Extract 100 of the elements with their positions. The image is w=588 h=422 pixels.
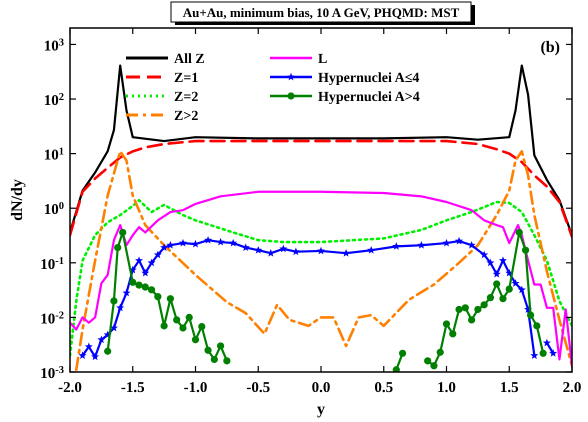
point — [148, 286, 156, 294]
point — [468, 316, 476, 324]
point — [279, 244, 288, 252]
y-tick-label: 10$^{-2}$ — [40, 310, 64, 328]
point — [91, 352, 100, 360]
y-tick-label: 10$^{2}$ — [44, 92, 64, 110]
point — [97, 336, 106, 344]
y-tick-label: 10$^{-3}$ — [40, 364, 64, 382]
point — [110, 297, 118, 305]
point — [166, 295, 174, 302]
point — [480, 301, 488, 308]
point — [166, 241, 174, 249]
legend-label: Z>2 — [174, 109, 198, 124]
point — [474, 306, 482, 314]
point — [455, 306, 463, 314]
point — [78, 351, 87, 359]
point — [442, 320, 450, 328]
point — [516, 228, 523, 236]
x-tick-label: -1.5 — [120, 380, 145, 396]
point — [178, 238, 187, 246]
legend-label: Hypernuclei A≤4 — [318, 71, 420, 86]
point — [204, 236, 212, 244]
x-tick-label: -0.5 — [246, 380, 270, 396]
point — [367, 246, 376, 254]
point — [198, 322, 206, 330]
y-tick-label: 10$^{1}$ — [44, 146, 64, 164]
point — [480, 250, 488, 258]
legend-label: Z=1 — [174, 71, 198, 86]
x-tick-label: -2.0 — [58, 380, 82, 396]
point — [498, 256, 507, 264]
point — [173, 316, 180, 324]
point — [342, 249, 350, 257]
point — [455, 236, 464, 244]
legend-label: Hypernuclei A>4 — [318, 90, 420, 105]
point — [486, 294, 494, 302]
x-axis-title: y — [317, 401, 325, 418]
y-axis-title: dN/dy — [9, 179, 26, 221]
point — [486, 258, 494, 266]
legend-label: Z=2 — [174, 90, 198, 105]
point — [229, 238, 238, 246]
chart-title: Au+Au, minimum bias, 10 A GeV, PHQMD: MST — [182, 5, 460, 20]
point — [442, 238, 450, 246]
point — [119, 228, 126, 236]
point — [317, 246, 325, 254]
point — [216, 238, 225, 246]
annotation: (b) — [540, 39, 560, 56]
point — [141, 268, 150, 276]
x-tick-label: 0.5 — [374, 380, 394, 396]
point — [506, 286, 513, 293]
point — [223, 357, 230, 364]
point — [392, 366, 400, 372]
point — [114, 244, 122, 252]
x-tick-label: -1.0 — [184, 380, 208, 396]
point — [512, 279, 520, 287]
point — [462, 304, 469, 312]
point — [217, 342, 224, 350]
point — [436, 348, 444, 356]
point — [549, 349, 558, 357]
point — [186, 314, 193, 322]
point — [493, 280, 500, 288]
point — [533, 322, 540, 330]
y-tick-label: 10$^{-1}$ — [40, 255, 64, 273]
legend-label: All Z — [174, 52, 205, 67]
point — [154, 293, 162, 300]
point — [518, 286, 526, 294]
point — [398, 350, 406, 357]
point — [417, 241, 426, 249]
x-tick-label: 2.0 — [562, 380, 582, 396]
point — [122, 288, 130, 296]
point — [148, 258, 156, 266]
y-tick-label: 10$^{3}$ — [44, 36, 64, 54]
point — [449, 330, 456, 338]
point — [116, 304, 124, 312]
point — [540, 350, 547, 357]
point — [526, 312, 534, 319]
point — [142, 283, 149, 291]
line-series — [74, 150, 572, 372]
point — [392, 242, 400, 250]
point — [135, 256, 144, 264]
point — [192, 336, 200, 344]
point — [430, 362, 438, 370]
point — [522, 246, 530, 254]
point — [104, 348, 112, 355]
point — [424, 357, 432, 364]
line-series — [70, 140, 572, 238]
point — [160, 322, 168, 330]
x-tick-label: 1.5 — [500, 380, 519, 396]
x-tick-label: 0.0 — [312, 380, 330, 396]
point — [129, 278, 136, 286]
point — [179, 324, 187, 332]
point — [135, 282, 143, 289]
point — [204, 346, 212, 354]
y-tick-label: 10$^{0}$ — [44, 200, 64, 218]
point — [210, 356, 218, 364]
legend-label: L — [318, 52, 328, 67]
x-tick-label: 1.0 — [437, 380, 456, 396]
point — [499, 295, 507, 302]
point — [542, 338, 551, 346]
point — [492, 270, 501, 278]
point — [154, 250, 162, 258]
